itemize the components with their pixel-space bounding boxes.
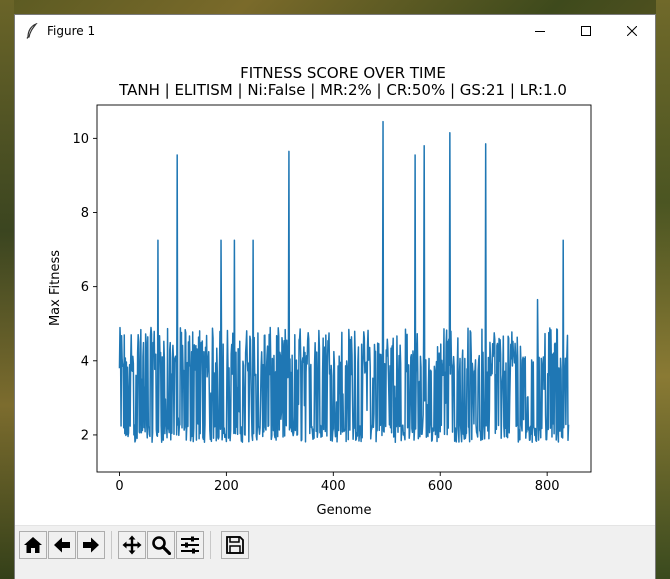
x-tick-label: 400	[321, 479, 346, 494]
chart-subtitle: TANH | ELITISM | Ni:False | MR:2% | CR:5…	[118, 81, 567, 99]
desktop-background-left	[0, 0, 14, 579]
move-icon	[122, 535, 142, 555]
close-button[interactable]	[609, 15, 655, 47]
save-button[interactable]	[221, 531, 249, 559]
toolbar-separator	[111, 531, 112, 559]
desktop-background-right	[656, 0, 670, 579]
arrow-right-icon	[83, 537, 99, 553]
forward-button[interactable]	[77, 531, 105, 559]
maximize-button[interactable]	[563, 15, 609, 47]
y-tick-label: 10	[72, 132, 89, 147]
axes-frame	[96, 104, 592, 473]
window-title: Figure 1	[47, 24, 96, 38]
y-axis-label: Max Fitness	[48, 250, 63, 326]
y-tick-label: 8	[81, 206, 89, 221]
zoom-button[interactable]	[147, 531, 175, 559]
y-tick-label: 6	[81, 280, 89, 295]
close-icon	[627, 26, 637, 36]
x-tick-label: 200	[214, 479, 239, 494]
chart-title: FITNESS SCORE OVER TIME	[240, 64, 446, 82]
configure-subplots-button[interactable]	[176, 531, 204, 559]
fitness-line-chart: FITNESS SCORE OVER TIME TANH | ELITISM |…	[48, 64, 592, 518]
toolbar-separator	[210, 531, 211, 559]
maximize-icon	[581, 26, 591, 36]
back-button[interactable]	[48, 531, 76, 559]
x-tick-label: 600	[428, 479, 453, 494]
home-icon	[24, 537, 42, 553]
sliders-icon	[181, 536, 199, 554]
minimize-button[interactable]	[517, 15, 563, 47]
title-bar[interactable]: Figure 1	[15, 15, 655, 47]
arrow-left-icon	[54, 537, 70, 553]
x-tick-label: 800	[535, 479, 560, 494]
feather-icon	[25, 22, 39, 39]
y-tick-label: 4	[81, 354, 89, 369]
y-tick-label: 2	[81, 428, 89, 443]
figure-window: Figure 1 FITNESS SCORE OVER TIME TANH | …	[14, 14, 656, 579]
magnifier-icon	[152, 536, 171, 555]
floppy-disk-icon	[226, 536, 244, 554]
home-button[interactable]	[19, 531, 47, 559]
minimize-icon	[535, 31, 545, 32]
navigation-toolbar	[15, 525, 655, 579]
pan-button[interactable]	[118, 531, 146, 559]
x-axis-label: Genome	[317, 503, 372, 518]
max-fitness-series-line	[118, 120, 570, 444]
figure-canvas[interactable]: FITNESS SCORE OVER TIME TANH | ELITISM |…	[15, 47, 655, 525]
x-tick-label: 0	[115, 479, 123, 494]
